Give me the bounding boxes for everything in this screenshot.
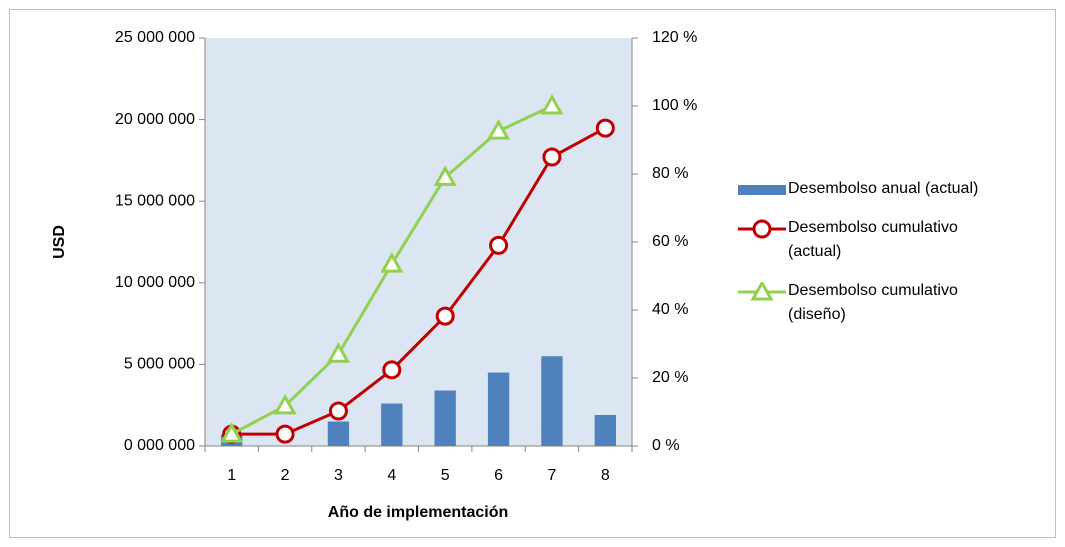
bar: [541, 356, 563, 446]
y2-tick-label: 100 %: [652, 97, 697, 114]
x-tick-label: 7: [547, 467, 556, 484]
y2-tick-label: 0 %: [652, 437, 680, 454]
legend-item: Desembolso cumulativo (actual): [736, 219, 1056, 264]
bar: [487, 372, 510, 446]
y2-tick-label: 20 %: [652, 369, 688, 386]
bar: [381, 403, 403, 446]
marker: [433, 165, 457, 186]
x-tick-label: 8: [601, 467, 610, 484]
marker: [275, 424, 295, 444]
x-tick-label: 5: [441, 467, 450, 484]
x-tick-label: 6: [494, 467, 503, 484]
marker: [220, 422, 244, 443]
marker: [486, 119, 511, 140]
x-tick-label: 3: [334, 467, 343, 484]
marker: [542, 147, 562, 167]
y2-tick-label: 60 %: [652, 233, 688, 250]
marker: [750, 282, 774, 301]
y-tick-label: 15 000 000: [115, 192, 195, 209]
legend-symbol: [738, 282, 786, 301]
y-tick-label: 25 000 000: [115, 29, 195, 46]
x-tick-label: 2: [281, 467, 290, 484]
y2-tick-label: 40 %: [652, 301, 688, 318]
legend-symbol: [738, 219, 786, 239]
y-tick-label: 5 000 000: [124, 356, 195, 373]
y2-tick-label: 120 %: [652, 29, 697, 46]
marker: [328, 401, 348, 421]
bar: [327, 421, 350, 446]
y-tick-label: 0 000 000: [124, 437, 195, 454]
marker: [435, 306, 455, 326]
legend-symbol: [738, 185, 786, 195]
y-tick-label: 20 000 000: [115, 111, 195, 128]
legend-label: Desembolso anual (actual): [788, 180, 979, 197]
bar: [594, 414, 616, 446]
legend: Desembolso anual (actual) Desembolso cumu…: [736, 180, 1056, 345]
legend-label: Desembolso cumulativo (diseño): [788, 282, 958, 323]
marker: [273, 393, 297, 415]
x-tick-label: 1: [227, 467, 236, 484]
x-tick-label: 4: [387, 467, 396, 484]
marker: [382, 360, 402, 380]
marker: [540, 93, 564, 115]
marker: [489, 235, 509, 255]
line: [231, 126, 607, 436]
legend-item: Desembolso anual (actual): [736, 180, 1056, 201]
marker: [326, 342, 351, 363]
marker: [752, 219, 772, 239]
bar: [434, 390, 456, 446]
x-axis-title: Año de implementación: [328, 504, 508, 521]
y-tick-label: 10 000 000: [115, 274, 195, 291]
marker: [380, 252, 404, 273]
legend-swatch: [738, 185, 786, 195]
legend-label: Desembolso cumulativo (actual): [788, 219, 958, 260]
y2-tick-label: 80 %: [652, 165, 688, 182]
plot-area: [205, 38, 632, 446]
marker: [595, 118, 615, 138]
y-axis-title: USD: [51, 225, 68, 259]
legend-item: Desembolso cumulativo (diseño): [736, 282, 1056, 327]
